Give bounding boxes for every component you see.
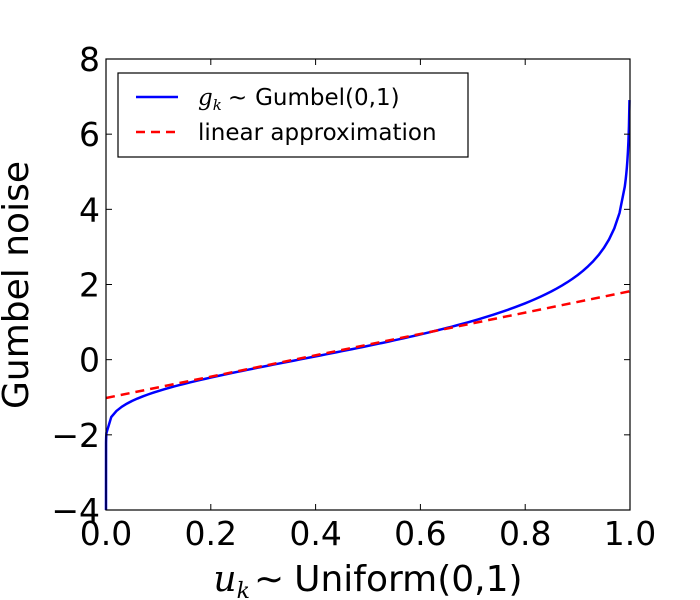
ticks-layer: 0.0 0.2 0.4 0.6 0.8 1.0 −4 −2 0 2 4 6 8: [51, 40, 656, 553]
y-tick-label: −4: [51, 491, 100, 530]
x-tick-label: 1.0: [604, 514, 656, 553]
y-tick-label: −2: [51, 416, 100, 455]
x-tick-label: 0.8: [499, 514, 551, 553]
x-tick-label: 0.6: [394, 514, 446, 553]
y-tick-label: 0: [79, 341, 100, 380]
y-tick-label: 2: [79, 266, 100, 305]
legend: gk ∼ Gumbel(0,1) linear approximation: [117, 72, 469, 158]
y-tick-label: 6: [79, 115, 100, 154]
legend-label-gumbel: gk ∼ Gumbel(0,1): [198, 85, 400, 114]
series-layer: [104, 100, 631, 511]
legend-box: [117, 72, 469, 158]
series-line-0: [104, 100, 631, 511]
y-tick-label: 8: [79, 40, 100, 79]
x-tick-label: 0.2: [185, 514, 237, 553]
x-tick-label: 0.4: [289, 514, 341, 553]
x-tick-label: 0.0: [80, 514, 132, 553]
x-axis-label: uk ∼ Uniform(0,1): [213, 559, 522, 600]
y-tick-label: 4: [79, 190, 100, 229]
y-axis-label: Gumbel noise: [0, 161, 37, 409]
legend-label-linear: linear approximation: [198, 120, 437, 146]
